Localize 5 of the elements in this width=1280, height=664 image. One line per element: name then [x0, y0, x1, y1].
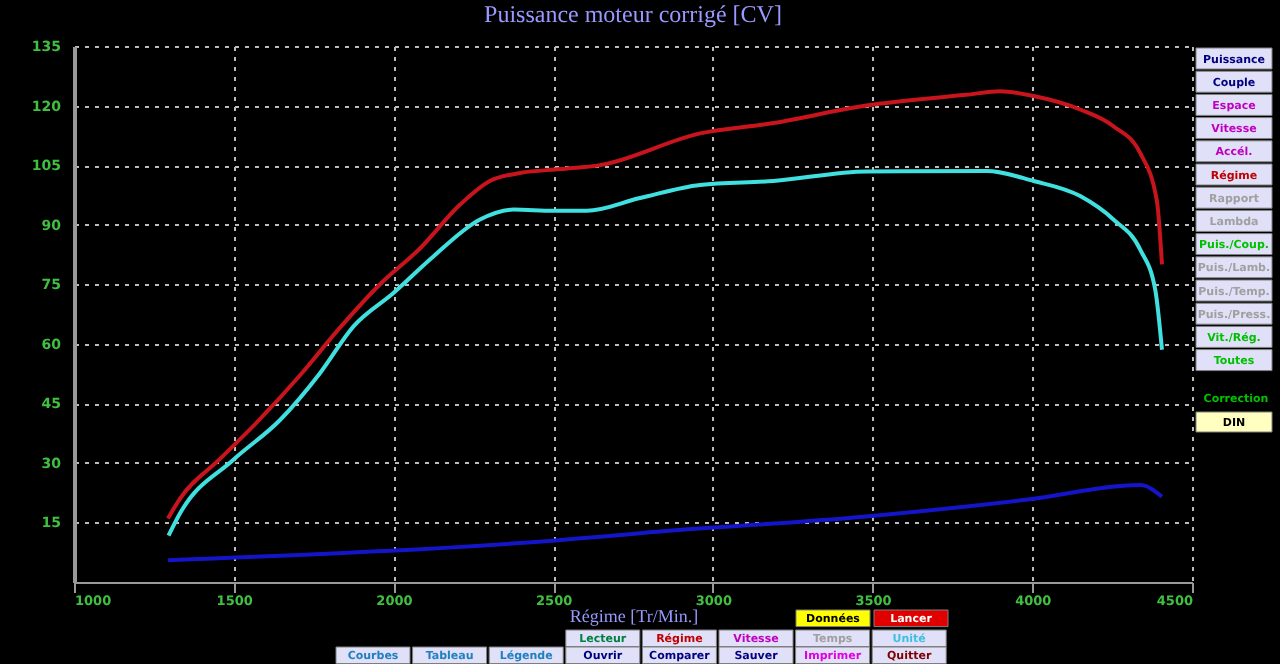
x-axis-title: Régime [Tr/Min.]: [569, 606, 699, 626]
line-series: [165, 89, 1164, 521]
line-series: [165, 483, 1164, 563]
line-series: [166, 169, 1164, 538]
chart-title: Puissance moteur corrigé [CV]: [484, 0, 782, 28]
